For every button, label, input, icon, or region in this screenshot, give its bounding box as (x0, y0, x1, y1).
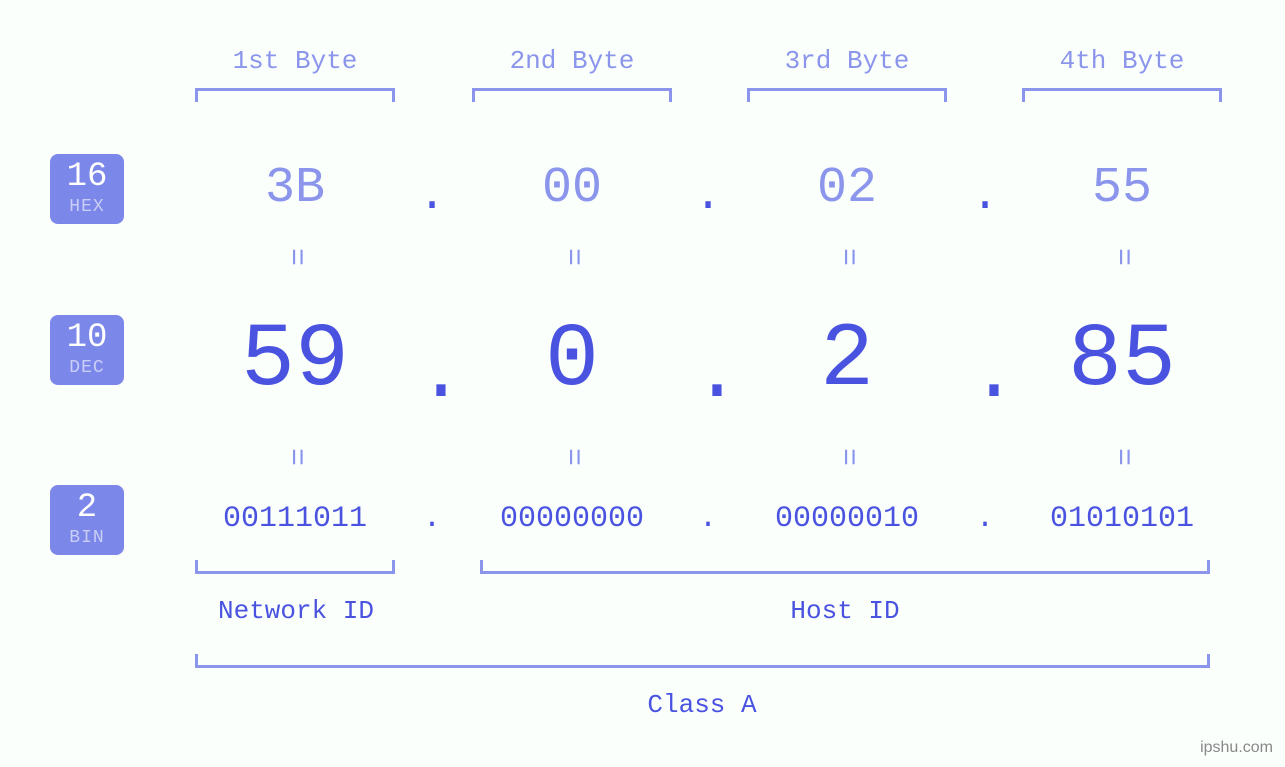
hex-byte-2: 00 (462, 160, 682, 217)
bin-byte-1: 00111011 (165, 502, 425, 536)
hex-byte-4: 55 (1012, 160, 1232, 217)
bin-badge: 2 BIN (50, 485, 124, 555)
ip-diagram: 1st Byte 2nd Byte 3rd Byte 4th Byte 16 H… (0, 0, 1285, 767)
host-label: Host ID (695, 596, 995, 626)
dec-dot-3: . (970, 330, 1000, 421)
bin-dot-1: . (417, 502, 447, 536)
dec-byte-3: 2 (737, 310, 957, 412)
bin-dot-3: . (970, 502, 1000, 536)
byte-bracket-3 (747, 88, 947, 102)
class-label: Class A (552, 690, 852, 720)
dec-byte-4: 85 (1012, 310, 1232, 412)
eq-bot-3: = (830, 442, 864, 472)
dec-byte-1: 59 (185, 310, 405, 412)
watermark: ipshu.com (1200, 739, 1273, 757)
byte-header-4: 4th Byte (1012, 46, 1232, 76)
network-bracket (195, 560, 395, 574)
dec-badge-label: DEC (50, 359, 124, 377)
hex-byte-3: 02 (737, 160, 957, 217)
hex-badge: 16 HEX (50, 154, 124, 224)
eq-top-1: = (278, 242, 312, 272)
dec-badge-num: 10 (50, 321, 124, 355)
hex-dot-2: . (693, 170, 723, 222)
byte-header-3: 3rd Byte (737, 46, 957, 76)
eq-top-3: = (830, 242, 864, 272)
byte-header-2: 2nd Byte (462, 46, 682, 76)
hex-badge-num: 16 (50, 160, 124, 194)
eq-top-4: = (1105, 242, 1139, 272)
dec-byte-2: 0 (462, 310, 682, 412)
hex-dot-1: . (417, 170, 447, 222)
hex-badge-label: HEX (50, 198, 124, 216)
dec-dot-1: . (417, 330, 447, 421)
bin-badge-label: BIN (50, 529, 124, 547)
eq-bot-1: = (278, 442, 312, 472)
dec-dot-2: . (693, 330, 723, 421)
byte-bracket-2 (472, 88, 672, 102)
byte-header-1: 1st Byte (185, 46, 405, 76)
bin-byte-4: 01010101 (992, 502, 1252, 536)
bin-dot-2: . (693, 502, 723, 536)
hex-dot-3: . (970, 170, 1000, 222)
network-label: Network ID (146, 596, 446, 626)
byte-bracket-4 (1022, 88, 1222, 102)
hex-byte-1: 3B (185, 160, 405, 217)
bin-badge-num: 2 (50, 491, 124, 525)
bin-byte-2: 00000000 (442, 502, 702, 536)
eq-top-2: = (555, 242, 589, 272)
dec-badge: 10 DEC (50, 315, 124, 385)
class-bracket (195, 654, 1210, 668)
eq-bot-4: = (1105, 442, 1139, 472)
byte-bracket-1 (195, 88, 395, 102)
bin-byte-3: 00000010 (717, 502, 977, 536)
host-bracket (480, 560, 1210, 574)
eq-bot-2: = (555, 442, 589, 472)
